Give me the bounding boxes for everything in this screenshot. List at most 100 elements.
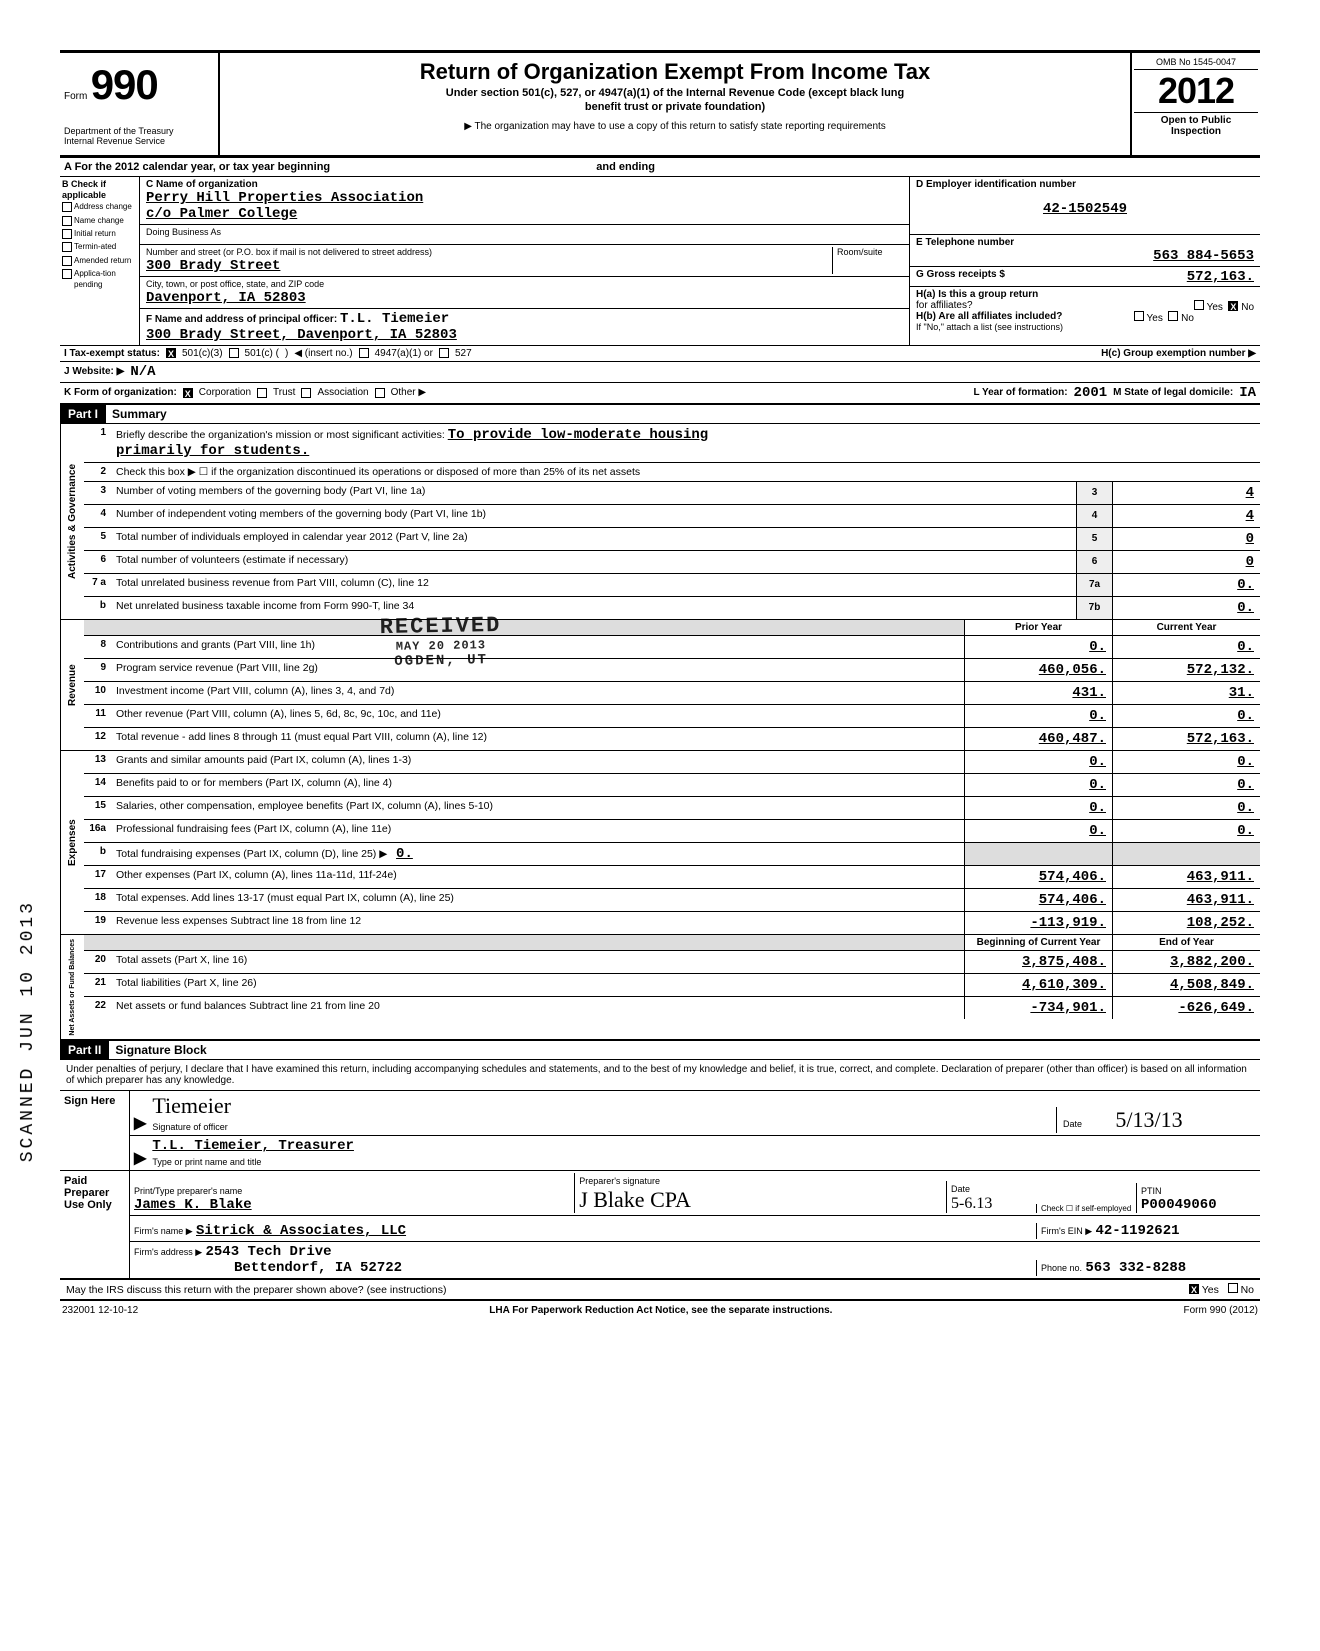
firm-ein-label: Firm's EIN ▶: [1041, 1226, 1092, 1236]
i-label: I Tax-exempt status:: [64, 348, 160, 359]
org-co: c/o Palmer College: [146, 206, 297, 222]
entity-block: B Check if applicable Address change Nam…: [60, 177, 1260, 346]
line1-desc: Briefly describe the organization's miss…: [112, 424, 1260, 462]
s-527: 527: [455, 348, 472, 359]
discuss-yes-chk[interactable]: X: [1189, 1284, 1199, 1294]
box5: 5: [1076, 528, 1112, 550]
opt-corp: Corporation: [199, 387, 251, 398]
l17: Other expenses (Part IX, column (A), lin…: [112, 866, 964, 888]
chk-term[interactable]: [62, 242, 72, 252]
sign-here-label: Sign Here: [60, 1091, 130, 1170]
l14: Benefits paid to or for members (Part IX…: [112, 774, 964, 796]
main-title: Return of Organization Exempt From Incom…: [226, 59, 1124, 85]
ha-no[interactable]: X: [1228, 301, 1238, 311]
footer-row: 232001 12-10-12 LHA For Paperwork Reduct…: [60, 1301, 1260, 1320]
line4-desc: Number of independent voting members of …: [112, 505, 1076, 527]
l15p: 0.: [964, 797, 1112, 819]
chk-initial[interactable]: [62, 229, 72, 239]
s-a1: 4947(a)(1) or: [375, 348, 433, 359]
line6-desc: Total number of volunteers (estimate if …: [112, 551, 1076, 573]
box3: 3: [1076, 482, 1112, 504]
f-name: T.L. Tiemeier: [340, 311, 449, 327]
governance-section: Activities & Governance 1 Briefly descri…: [60, 424, 1260, 620]
subtitle: Under section 501(c), 527, or 4947(a)(1)…: [226, 87, 1124, 99]
addr-label: Number and street (or P.O. box if mail i…: [146, 247, 432, 257]
l9p: 460,056.: [964, 659, 1112, 681]
begin-year-hdr: Beginning of Current Year: [964, 935, 1112, 950]
chk-assoc[interactable]: [301, 388, 311, 398]
l22p: -734,901.: [964, 997, 1112, 1019]
ln7a: 7 a: [84, 574, 112, 596]
l18p: 574,406.: [964, 889, 1112, 911]
subtitle2: benefit trust or private foundation): [226, 101, 1124, 113]
discuss-no-chk[interactable]: [1228, 1283, 1238, 1293]
website-row: J Website: ▶ N/A: [60, 362, 1260, 383]
part1-header-row: Part I Summary: [60, 405, 1260, 424]
m-label: M State of legal domicile:: [1113, 387, 1233, 398]
opt-initial: Initial return: [74, 229, 116, 239]
year-cell: OMB No 1545-0047 2012 Open to Public Ins…: [1130, 53, 1260, 155]
netassets-section: Net Assets or Fund Balances Beginning of…: [60, 935, 1260, 1042]
room-label: Room/suite: [837, 247, 883, 257]
opt-assoc: Association: [317, 387, 368, 398]
chk-corp[interactable]: X: [183, 388, 193, 398]
form-number-cell: Form 990 Department of the Treasury Inte…: [60, 53, 220, 155]
val4: 4: [1112, 505, 1260, 527]
line7a-desc: Total unrelated business revenue from Pa…: [112, 574, 1076, 596]
hb-no[interactable]: [1168, 311, 1178, 321]
opt-trust: Trust: [273, 387, 295, 398]
chk-other[interactable]: [375, 388, 385, 398]
box6: 6: [1076, 551, 1112, 573]
date-label: Date: [1063, 1119, 1082, 1129]
paid-preparer-row: Paid Preparer Use Only Print/Type prepar…: [60, 1171, 1260, 1280]
l13: Grants and similar amounts paid (Part IX…: [112, 751, 964, 773]
gross-label: G Gross receipts $: [916, 269, 1005, 280]
part2-header: Part II: [60, 1041, 109, 1059]
val7b: 0.: [1112, 597, 1260, 619]
chk-app[interactable]: [62, 269, 72, 279]
ha-yes[interactable]: [1194, 300, 1204, 310]
line7b-desc: Net unrelated business taxable income fr…: [112, 597, 1076, 619]
line2-desc: Check this box ▶ ☐ if the organization d…: [112, 463, 1260, 481]
name-label: C Name of organization: [146, 179, 258, 190]
l11c: 0.: [1112, 705, 1260, 727]
hb-yes[interactable]: [1134, 311, 1144, 321]
col-b: B Check if applicable Address change Nam…: [60, 177, 140, 345]
ptin-label: PTIN: [1141, 1186, 1162, 1196]
firm-addr2: Bettendorf, IA 52722: [234, 1260, 402, 1276]
row-a-end: and ending: [596, 161, 655, 173]
website-val: N/A: [130, 364, 155, 380]
chk-527[interactable]: [439, 348, 449, 358]
expenses-section: Expenses 13Grants and similar amounts pa…: [60, 751, 1260, 935]
chk-501c[interactable]: [229, 348, 239, 358]
check-label: Check ☐ if self-employed: [1041, 1204, 1131, 1213]
chk-501c3[interactable]: X: [166, 348, 176, 358]
line1-val2: primarily for students.: [116, 443, 309, 459]
s-insert: ◀ (insert no.): [294, 348, 352, 359]
l14c: 0.: [1112, 774, 1260, 796]
box4: 4: [1076, 505, 1112, 527]
part1-header: Part I: [60, 405, 106, 423]
l8p: 0.: [964, 636, 1112, 658]
ln7b: b: [84, 597, 112, 619]
chk-address[interactable]: [62, 202, 72, 212]
end-year-hdr: End of Year: [1112, 935, 1260, 950]
l18: Total expenses. Add lines 13-17 (must eq…: [112, 889, 964, 911]
chk-amend[interactable]: [62, 256, 72, 266]
open-public: Open to Public Inspection: [1134, 112, 1258, 139]
chk-trust[interactable]: [257, 388, 267, 398]
l20: Total assets (Part X, line 16): [112, 951, 964, 973]
l18c: 463,911.: [1112, 889, 1260, 911]
city: Davenport, IA 52803: [146, 290, 306, 306]
chk-4947[interactable]: [359, 348, 369, 358]
l16b-val: 0.: [396, 846, 413, 862]
f-label: F Name and address of principal officer:: [146, 314, 337, 325]
opt-term: Termin-ated: [74, 242, 116, 252]
footer-code: 232001 12-10-12: [62, 1305, 138, 1316]
l13c: 0.: [1112, 751, 1260, 773]
formorg-row: K Form of organization: XCorporation Tru…: [60, 383, 1260, 405]
l15: Salaries, other compensation, employee b…: [112, 797, 964, 819]
chk-name[interactable]: [62, 216, 72, 226]
discuss-yes: Yes: [1202, 1284, 1219, 1296]
l11: Other revenue (Part VIII, column (A), li…: [112, 705, 964, 727]
